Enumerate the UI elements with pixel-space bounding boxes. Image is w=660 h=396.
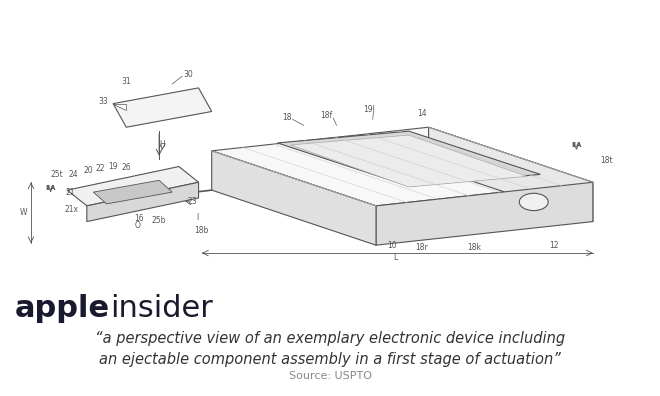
Text: 21: 21 [65,188,75,197]
Text: 21x: 21x [65,204,79,213]
Text: 18k: 18k [467,244,482,252]
Text: O: O [135,221,141,230]
Text: 30: 30 [184,70,193,79]
Text: 18b: 18b [195,226,209,235]
Text: IIA: IIA [572,142,581,148]
Text: 14: 14 [417,109,427,118]
Text: 20: 20 [84,166,94,175]
Text: Source: USPTO: Source: USPTO [288,371,372,381]
Text: 25t: 25t [51,170,63,179]
Polygon shape [277,131,541,186]
Polygon shape [428,127,593,222]
Text: W: W [19,208,27,217]
Polygon shape [376,182,593,245]
Text: 18f: 18f [321,111,333,120]
Polygon shape [212,127,593,206]
Text: 24: 24 [69,170,79,179]
Text: 16: 16 [135,214,145,223]
Text: 25b: 25b [152,215,166,225]
Text: I: I [196,213,199,222]
Text: 19l: 19l [364,105,376,114]
Polygon shape [290,135,527,187]
Text: IIA: IIA [46,185,56,191]
Text: 31: 31 [121,78,131,86]
Text: 33: 33 [98,97,108,106]
Text: insider: insider [110,293,213,323]
Text: L: L [393,253,398,262]
Polygon shape [212,151,376,245]
Text: 22: 22 [95,164,105,173]
Text: “a perspective view of an exemplary electronic device including
an ejectable com: “a perspective view of an exemplary elec… [95,331,565,367]
Polygon shape [94,180,172,204]
Text: 10: 10 [387,242,397,251]
Text: 12: 12 [548,242,558,251]
Text: H: H [160,141,165,149]
Text: 23: 23 [187,198,197,206]
Text: 19: 19 [108,162,118,171]
Text: 18: 18 [282,113,292,122]
Text: apple: apple [15,293,110,323]
Polygon shape [87,182,199,222]
Text: 26: 26 [121,163,131,172]
Circle shape [519,193,548,211]
Polygon shape [113,88,212,127]
Polygon shape [113,104,126,110]
Text: 18r: 18r [416,243,428,251]
Text: 18t: 18t [600,156,612,165]
Polygon shape [67,167,199,206]
